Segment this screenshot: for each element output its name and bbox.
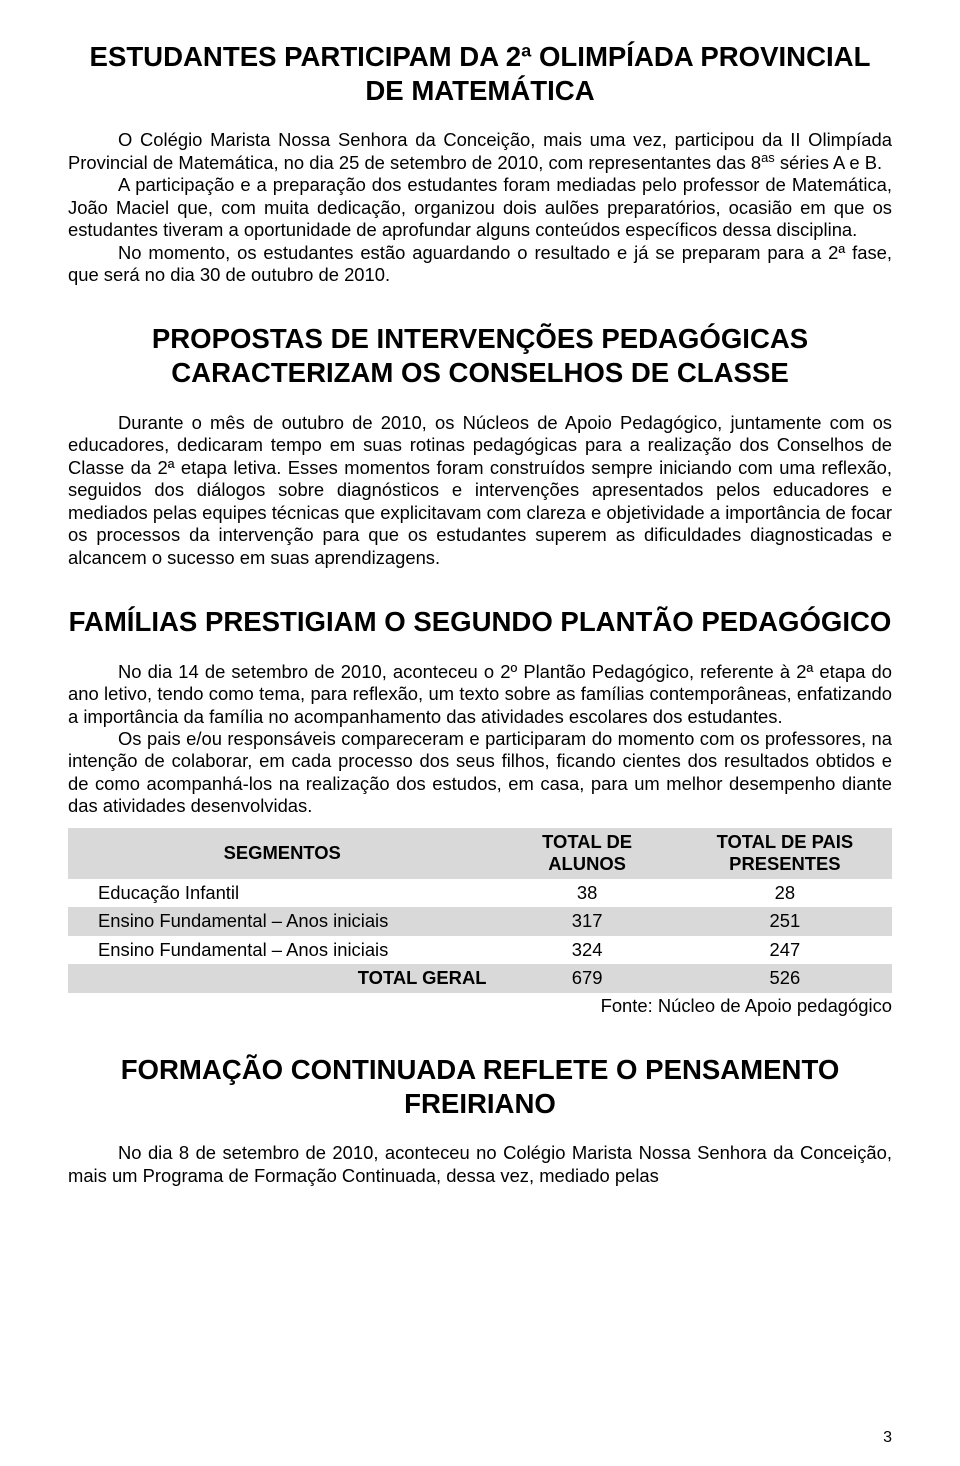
- cell-alunos: 324: [496, 936, 677, 964]
- col-pais-l1: TOTAL DE PAIS: [717, 831, 854, 852]
- section4-para1: No dia 8 de setembro de 2010, aconteceu …: [68, 1142, 892, 1187]
- cell-segment: Ensino Fundamental – Anos iniciais: [68, 907, 496, 935]
- section1-para3: No momento, os estudantes estão aguardan…: [68, 242, 892, 287]
- cell-pais: 247: [678, 936, 892, 964]
- section4-body: No dia 8 de setembro de 2010, aconteceu …: [68, 1142, 892, 1187]
- col-total-alunos: TOTAL DE ALUNOS: [496, 828, 677, 879]
- section1-para1: O Colégio Marista Nossa Senhora da Conce…: [68, 129, 892, 174]
- section1-p1-sup: as: [761, 150, 775, 165]
- section2-title: PROPOSTAS DE INTERVENÇÕES PEDAGÓGICAS CA…: [68, 322, 892, 389]
- col-total-pais: TOTAL DE PAIS PRESENTES: [678, 828, 892, 879]
- section2-para1: Durante o mês de outubro de 2010, os Núc…: [68, 412, 892, 569]
- section4-title: FORMAÇÃO CONTINUADA REFLETE O PENSAMENTO…: [68, 1053, 892, 1120]
- section1-title: ESTUDANTES PARTICIPAM DA 2ª OLIMPÍADA PR…: [68, 40, 892, 107]
- col-alunos-l1: TOTAL DE: [542, 831, 632, 852]
- cell-pais: 251: [678, 907, 892, 935]
- section2-body: Durante o mês de outubro de 2010, os Núc…: [68, 412, 892, 569]
- table-source: Fonte: Núcleo de Apoio pedagógico: [68, 995, 892, 1017]
- cell-segment: Ensino Fundamental – Anos iniciais: [68, 936, 496, 964]
- page-number: 3: [883, 1428, 892, 1448]
- table-row: Ensino Fundamental – Anos iniciais 324 2…: [68, 936, 892, 964]
- section3-body: No dia 14 de setembro de 2010, aconteceu…: [68, 661, 892, 818]
- cell-pais: 28: [678, 879, 892, 907]
- table-header-row: SEGMENTOS TOTAL DE ALUNOS TOTAL DE PAIS …: [68, 828, 892, 879]
- table-row: Educação Infantil 38 28: [68, 879, 892, 907]
- cell-alunos: 38: [496, 879, 677, 907]
- section3-para2: Os pais e/ou responsáveis compareceram e…: [68, 728, 892, 818]
- col-pais-l2: PRESENTES: [729, 853, 840, 874]
- cell-total-alunos: 679: [496, 964, 677, 992]
- col-segmentos: SEGMENTOS: [68, 828, 496, 879]
- table-total-row: TOTAL GERAL 679 526: [68, 964, 892, 992]
- cell-alunos: 317: [496, 907, 677, 935]
- section3-para1: No dia 14 de setembro de 2010, aconteceu…: [68, 661, 892, 728]
- section1-body: O Colégio Marista Nossa Senhora da Conce…: [68, 129, 892, 286]
- section3-title: FAMÍLIAS PRESTIGIAM O SEGUNDO PLANTÃO PE…: [68, 605, 892, 639]
- attendance-table: SEGMENTOS TOTAL DE ALUNOS TOTAL DE PAIS …: [68, 828, 892, 993]
- document-page: ESTUDANTES PARTICIPAM DA 2ª OLIMPÍADA PR…: [0, 0, 960, 1466]
- cell-segment: Educação Infantil: [68, 879, 496, 907]
- cell-total-label: TOTAL GERAL: [68, 964, 496, 992]
- table-row: Ensino Fundamental – Anos iniciais 317 2…: [68, 907, 892, 935]
- cell-total-pais: 526: [678, 964, 892, 992]
- section1-p1b: séries A e B.: [775, 152, 882, 173]
- section1-para2: A participação e a preparação dos estuda…: [68, 174, 892, 241]
- col-alunos-l2: ALUNOS: [548, 853, 626, 874]
